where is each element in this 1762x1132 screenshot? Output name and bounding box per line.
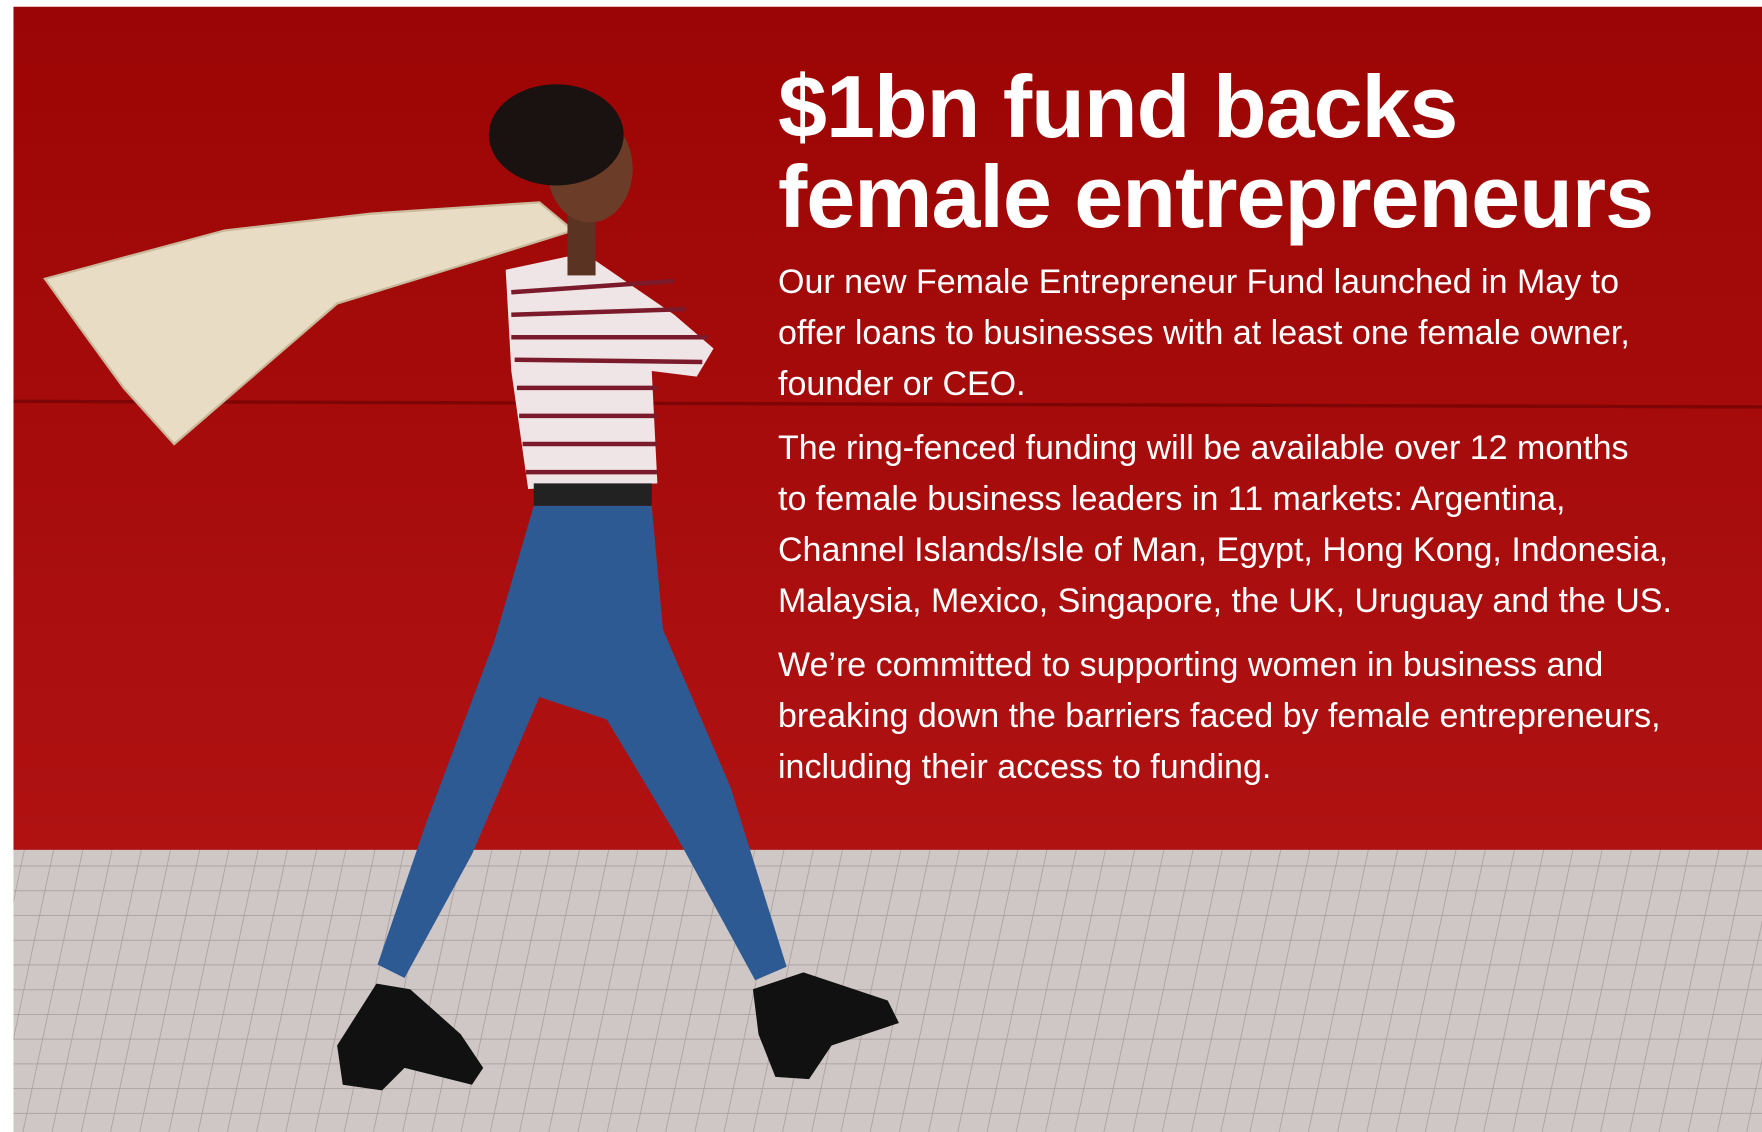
headline-line: $1bn fund backs <box>778 62 1672 152</box>
text-line: Channel Islands/Isle of Man, Egypt, Hong… <box>778 525 1672 576</box>
body-text: Our new Female Entrepreneur Fund launche… <box>778 257 1672 793</box>
text-line: breaking down the barriers faced by fema… <box>778 691 1672 742</box>
paragraph: The ring-fenced funding will be availabl… <box>778 423 1672 627</box>
text-line: including their access to funding. <box>778 742 1672 793</box>
text-line: We’re committed to supporting women in b… <box>778 640 1672 691</box>
text-line: Malaysia, Mexico, Singapore, the UK, Uru… <box>778 576 1672 627</box>
text-line: founder or CEO. <box>778 359 1672 410</box>
text-line: The ring-fenced funding will be availabl… <box>778 423 1672 474</box>
text-line: Our new Female Entrepreneur Fund launche… <box>778 257 1672 308</box>
paragraph: We’re committed to supporting women in b… <box>778 640 1672 793</box>
text-line: offer loans to businesses with at least … <box>778 308 1672 359</box>
paragraph: Our new Female Entrepreneur Fund launche… <box>778 257 1672 410</box>
headline-line: female entrepreneurs <box>778 152 1672 242</box>
page: $1bn fund backsfemale entrepreneurs Our … <box>0 0 1762 1132</box>
text-line: to female business leaders in 11 markets… <box>778 474 1672 525</box>
